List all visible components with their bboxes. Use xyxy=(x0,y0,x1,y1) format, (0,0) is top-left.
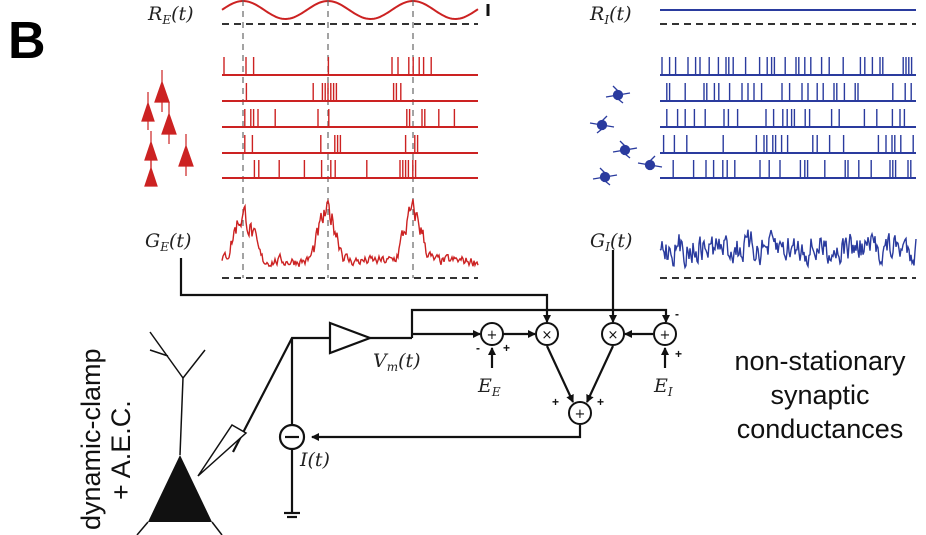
panel-label: B xyxy=(8,12,46,70)
caption-line-1: non-stationary xyxy=(734,346,906,376)
circuit-wiring xyxy=(179,250,670,519)
multiply-node-excitatory: × xyxy=(535,322,559,346)
gi-rest: (t) xyxy=(610,230,632,252)
vm-sub: m xyxy=(387,360,398,374)
recorded-neuron-icon xyxy=(136,331,223,535)
vm-main: V xyxy=(373,350,389,372)
ee-sub: E xyxy=(491,385,501,399)
ri-main: R xyxy=(589,3,604,25)
caption-line-3: conductances xyxy=(737,414,904,444)
sum-node-inhibitory: + xyxy=(653,322,677,346)
inhibitory-neurons-icon xyxy=(589,85,663,186)
gi-main: G xyxy=(590,230,605,252)
ri-label: RI(t) xyxy=(589,3,632,27)
inhibitory-spike-raster xyxy=(660,57,916,179)
ee-label: EE xyxy=(477,375,501,399)
ee-main: E xyxy=(477,375,492,397)
re-rest: (t) xyxy=(171,3,193,25)
excitatory-neurons-icon xyxy=(141,70,194,187)
vm-rest: (t) xyxy=(398,350,420,372)
sign-plus-gi: + xyxy=(597,395,604,409)
ei-sub: I xyxy=(667,385,673,399)
sign-plus-ei: + xyxy=(675,347,682,361)
sum-e-glyph: + xyxy=(487,328,498,343)
sign-minus-vm: - xyxy=(476,341,480,355)
side-caption-line-2: + A.E.C. xyxy=(106,400,136,500)
ei-main: E xyxy=(653,375,668,397)
sum-i-glyph: + xyxy=(660,328,671,343)
ri-sub: I xyxy=(603,13,609,27)
re-sine-wave xyxy=(221,0,479,21)
re-sub: E xyxy=(161,13,171,27)
re-label: RE(t) xyxy=(147,3,194,27)
ge-conductance-trace xyxy=(221,198,479,268)
sign-plus-ee: + xyxy=(503,341,510,355)
current-source-icon xyxy=(278,423,306,451)
side-caption-line-1: dynamic-clamp xyxy=(76,348,106,530)
caption-line-2: synaptic xyxy=(770,380,869,410)
ge-label: GE(t) xyxy=(145,230,191,254)
ge-sub: E xyxy=(159,240,169,254)
mul-i-glyph: × xyxy=(608,328,619,343)
amplifier-icon xyxy=(328,321,374,355)
ge-rest: (t) xyxy=(169,230,191,252)
sum-node-total: + xyxy=(568,401,592,425)
sign-minus-vm-i: - xyxy=(675,307,679,321)
gi-conductance-trace xyxy=(659,229,917,270)
excitatory-spike-raster xyxy=(222,57,478,179)
sum-node-excitatory: + xyxy=(480,322,504,346)
ei-label: EI xyxy=(653,375,673,399)
sum-total-glyph: + xyxy=(575,407,586,422)
ge-main: G xyxy=(145,230,160,252)
gi-label: GI(t) xyxy=(590,230,632,254)
ri-rest: (t) xyxy=(609,3,631,25)
gi-sub: I xyxy=(604,240,610,254)
multiply-node-inhibitory: × xyxy=(601,322,625,346)
vm-label: Vm(t) xyxy=(373,350,421,374)
electrode-icon xyxy=(197,424,248,477)
sign-plus-ge: + xyxy=(552,395,559,409)
it-label: I(t) xyxy=(299,449,330,471)
mul-e-glyph: × xyxy=(542,328,553,343)
re-main: R xyxy=(147,3,162,25)
